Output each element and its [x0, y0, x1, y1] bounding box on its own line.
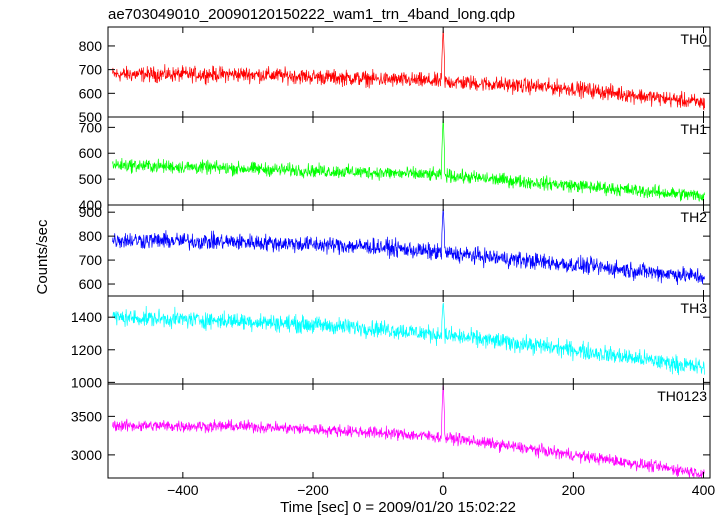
y-axis-label: Counts/sec — [34, 219, 51, 295]
panel-th0: 500 600 700 800 TH0 — [79, 26, 711, 125]
y-tick-label: 1200 — [71, 342, 102, 358]
y-tick-label: 600 — [79, 276, 103, 292]
panel-frame — [107, 383, 711, 479]
y-tick-label: 600 — [79, 145, 103, 161]
panel-label: TH1 — [681, 121, 708, 137]
panel-label: TH3 — [681, 300, 708, 316]
y-tick-label: 900 — [79, 204, 103, 220]
panels: 500 600 700 800 TH0 400 500 600 700 TH1 600 700 800 9… — [71, 26, 716, 498]
y-tick-label: 700 — [79, 119, 103, 135]
chart-title: ae703049010_20090120150222_wam1_trn_4ban… — [108, 6, 515, 23]
panel-th0123: 3000 3500 TH0123 — [71, 383, 711, 479]
y-tick-label: 500 — [79, 109, 103, 125]
y-tick-label: 800 — [79, 228, 103, 244]
panel-frame — [107, 26, 711, 118]
series-line-th1 — [112, 119, 705, 202]
series-line-th3 — [112, 302, 705, 376]
y-tick-label: 400 — [79, 197, 103, 213]
panel-th2: 600 700 800 900 TH2 — [79, 204, 711, 297]
x-tick-label: −200 — [297, 482, 329, 498]
panel-th3: 1000 1200 1400 TH3 — [71, 295, 711, 390]
series-line-th0123 — [112, 384, 705, 479]
y-tick-label: 800 — [79, 38, 103, 54]
x-tick-label: −400 — [167, 482, 199, 498]
y-tick-label: 600 — [79, 85, 103, 101]
series-line-th2 — [112, 208, 705, 285]
series-line-th0 — [112, 30, 705, 111]
y-tick-label: 1000 — [71, 374, 102, 390]
panel-th1: 400 500 600 700 TH1 — [79, 116, 711, 213]
y-tick-label: 3000 — [71, 447, 102, 463]
y-tick-label: 500 — [79, 171, 103, 187]
x-tick-label: 400 — [692, 482, 716, 498]
x-tick-label: 0 — [439, 482, 447, 498]
x-tick-label: 200 — [562, 482, 586, 498]
y-tick-label: 1400 — [71, 309, 102, 325]
y-tick-label: 700 — [79, 62, 103, 78]
panel-label: TH2 — [681, 209, 708, 225]
panel-label: TH0123 — [657, 388, 707, 404]
y-tick-label: 700 — [79, 252, 103, 268]
x-axis-label: Time [sec] 0 = 2009/01/20 15:02:22 — [280, 499, 516, 516]
panel-label: TH0 — [681, 31, 708, 47]
panel-frame — [107, 295, 711, 385]
y-tick-label: 3500 — [71, 408, 102, 424]
